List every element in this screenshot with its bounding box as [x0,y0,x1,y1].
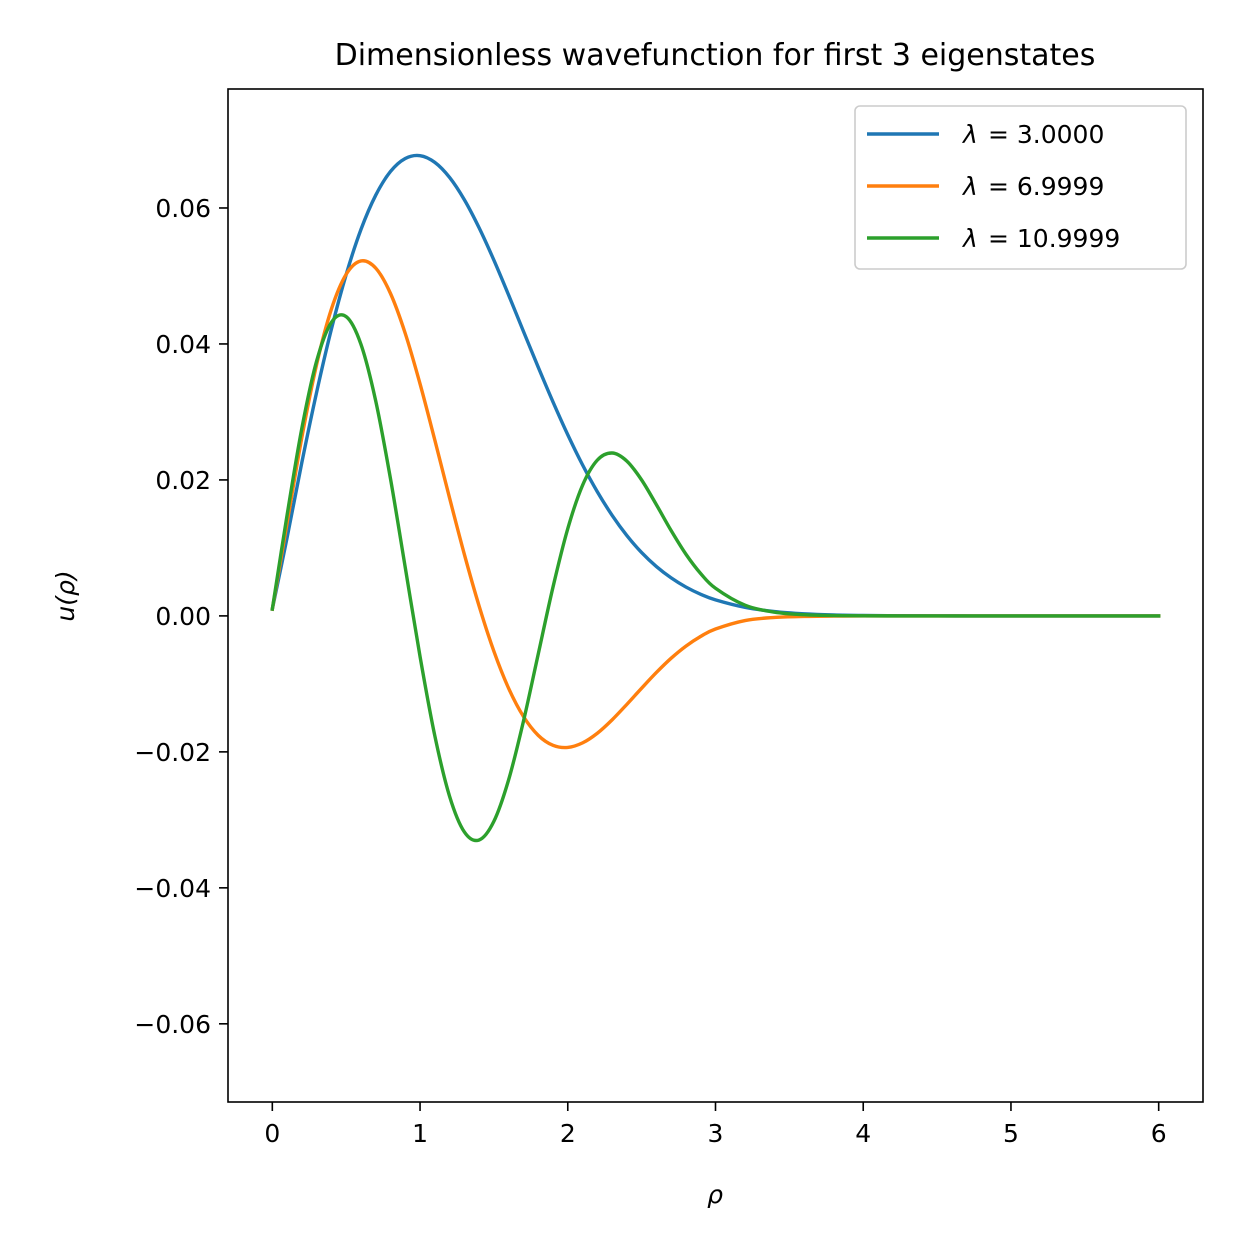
legend-value-2: = 6.9999 [988,172,1104,201]
y-tick-label: 0.02 [155,466,211,495]
x-tick-label: 1 [412,1119,428,1148]
y-tick-label: −0.02 [134,738,211,767]
x-axis-label: ρ [707,1180,723,1209]
series-line-3 [270,313,1161,843]
chart-title: Dimensionless wavefunction for first 3 e… [335,38,1096,73]
plot-area [227,88,1204,1103]
y-axis: −0.06 −0.04 −0.02 0.00 0.02 0.04 0.06 [134,194,228,1039]
x-tick-label: 4 [855,1119,871,1148]
x-axis: 0 1 2 3 4 5 6 [264,1102,1167,1148]
y-axis-label: u(ρ) [51,570,80,621]
legend-symbol-2: λ [961,172,978,201]
x-tick-label: 5 [1003,1119,1019,1148]
x-tick-label: 2 [560,1119,576,1148]
legend-value-3: = 10.9999 [988,224,1120,253]
legend: λ = 3.0000 λ = 6.9999 λ = 10.9999 [854,105,1187,270]
y-tick-label: −0.06 [134,1010,211,1039]
legend-symbol-1: λ [961,120,978,149]
legend-items: λ = 3.0000 λ = 6.9999 λ = 10.9999 [867,120,1120,253]
legend-box [854,105,1187,270]
x-tick-label: 6 [1151,1119,1167,1148]
y-tick-label: 0.06 [155,194,211,223]
legend-value-1: = 3.0000 [988,120,1104,149]
x-tick-label: 0 [264,1119,280,1148]
y-tick-label: 0.00 [155,602,211,631]
y-tick-label: −0.04 [134,874,211,903]
y-tick-label: 0.04 [155,330,211,359]
series-group [270,153,1161,843]
x-tick-label: 3 [708,1119,724,1148]
legend-symbol-3: λ [961,224,978,253]
